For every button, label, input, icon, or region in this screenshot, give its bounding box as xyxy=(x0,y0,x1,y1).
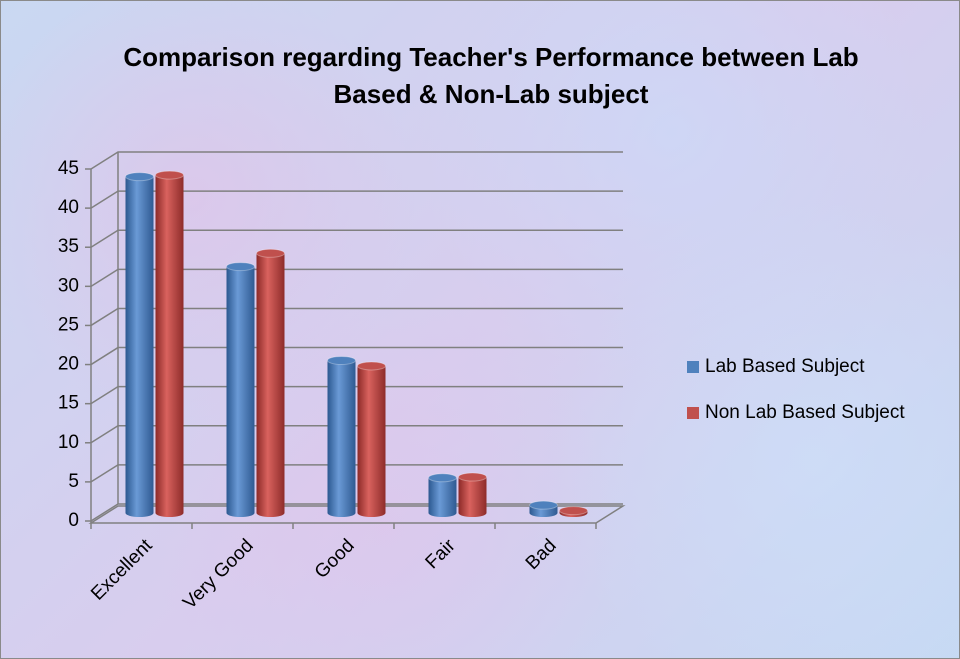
grid-line xyxy=(90,151,623,170)
bar xyxy=(155,170,184,517)
bar-top xyxy=(256,248,285,258)
x-tick-label: Excellent xyxy=(87,535,157,605)
legend-label: Non Lab Based Subject xyxy=(705,402,905,423)
floor xyxy=(88,505,626,524)
bar-top xyxy=(155,170,184,180)
bar-top xyxy=(125,172,154,182)
y-tick-label: 45 xyxy=(58,158,79,179)
legend-swatch xyxy=(687,407,699,419)
y-tick-label: 40 xyxy=(58,197,79,218)
bar-body xyxy=(458,477,487,513)
bar xyxy=(458,472,487,517)
bar-top xyxy=(357,361,386,371)
chart-title: Comparison regarding Teacher's Performan… xyxy=(123,42,859,109)
legend-swatch xyxy=(687,361,699,373)
bar-body xyxy=(357,365,386,513)
x-tick-label: Fair xyxy=(422,535,460,573)
x-tick-label: Bad xyxy=(522,535,561,574)
y-tick-label: 5 xyxy=(68,471,79,492)
bar xyxy=(125,172,154,517)
y-tick-label: 0 xyxy=(68,510,79,531)
bar-body xyxy=(125,176,154,513)
bar xyxy=(327,355,356,517)
bar-top xyxy=(226,262,255,272)
bar xyxy=(357,361,386,517)
y-tick-label: 30 xyxy=(58,275,79,296)
bar-top xyxy=(428,473,457,483)
x-tick-label: Good xyxy=(311,535,359,583)
bar xyxy=(226,262,255,517)
y-tick-label: 15 xyxy=(58,393,79,414)
y-tick-label: 25 xyxy=(58,314,79,335)
bar xyxy=(256,248,285,517)
bar-top xyxy=(529,500,558,510)
y-tick-label: 20 xyxy=(58,354,79,375)
bar-top xyxy=(327,355,356,365)
bar-body xyxy=(226,266,255,513)
y-tick-label: 35 xyxy=(58,236,79,257)
bar-body xyxy=(327,360,356,513)
bar-body xyxy=(256,253,285,513)
bar-body xyxy=(155,175,184,513)
bar-top xyxy=(458,472,487,482)
bar xyxy=(559,506,588,517)
y-tick-label: 10 xyxy=(58,432,79,453)
legend-label: Lab Based Subject xyxy=(705,356,865,377)
bar-body xyxy=(428,477,457,513)
bar xyxy=(428,473,457,517)
bar xyxy=(529,500,558,517)
bar-top xyxy=(559,506,588,516)
x-tick-label: Very Good xyxy=(179,535,257,613)
